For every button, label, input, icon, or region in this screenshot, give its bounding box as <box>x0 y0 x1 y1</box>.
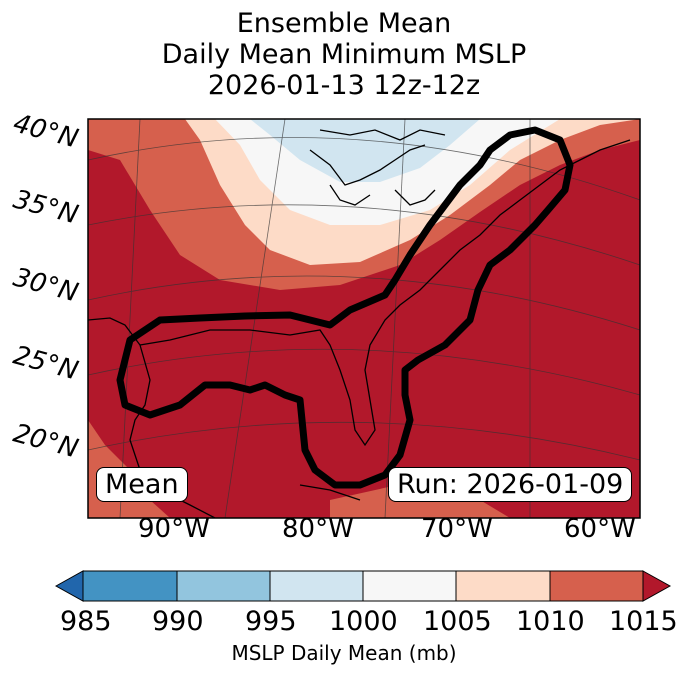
region-outline <box>116 126 574 489</box>
colorbar-segment-1005 <box>455 570 551 602</box>
colorbar-label: MSLP Daily Mean (mb) <box>231 641 457 665</box>
colorbar-segment-990 <box>176 570 271 602</box>
title-line-1: Ensemble Mean <box>236 8 452 39</box>
run-box: Run: 2026-01-09 <box>388 467 633 502</box>
colorbar-tick-1005: 1005 <box>423 606 492 637</box>
lon-label-60w: 60°W <box>564 514 636 544</box>
colorbar-segment-985 <box>82 570 178 602</box>
map-frame <box>87 118 641 519</box>
colorbar-tick-995: 995 <box>245 606 297 637</box>
colorbar-extend-low <box>54 570 84 602</box>
lon-label-80w: 80°W <box>282 514 354 544</box>
title-line-2: Daily Mean Minimum MSLP <box>161 39 527 70</box>
colorbar-segment-1010 <box>549 570 644 602</box>
colorbar-segment-995 <box>269 570 364 602</box>
band-995 <box>250 119 480 182</box>
mean-box: Mean <box>96 467 188 502</box>
colorbar-tick-1015: 1015 <box>609 606 678 637</box>
colorbar-tick-990: 990 <box>152 606 204 637</box>
colorbar <box>54 570 672 602</box>
lon-label-90w: 90°W <box>138 514 210 544</box>
colorbar-extend-high <box>642 570 672 602</box>
colorbar-tick-985: 985 <box>60 606 112 637</box>
colorbar-segment-1000 <box>362 570 457 602</box>
graticule <box>88 119 640 518</box>
colorbar-tick-1000: 1000 <box>329 606 398 637</box>
lon-label-70w: 70°W <box>421 514 493 544</box>
colorbar-tick-1010: 1010 <box>516 606 585 637</box>
title-line-3: 2026-01-13 12z-12z <box>207 70 481 101</box>
